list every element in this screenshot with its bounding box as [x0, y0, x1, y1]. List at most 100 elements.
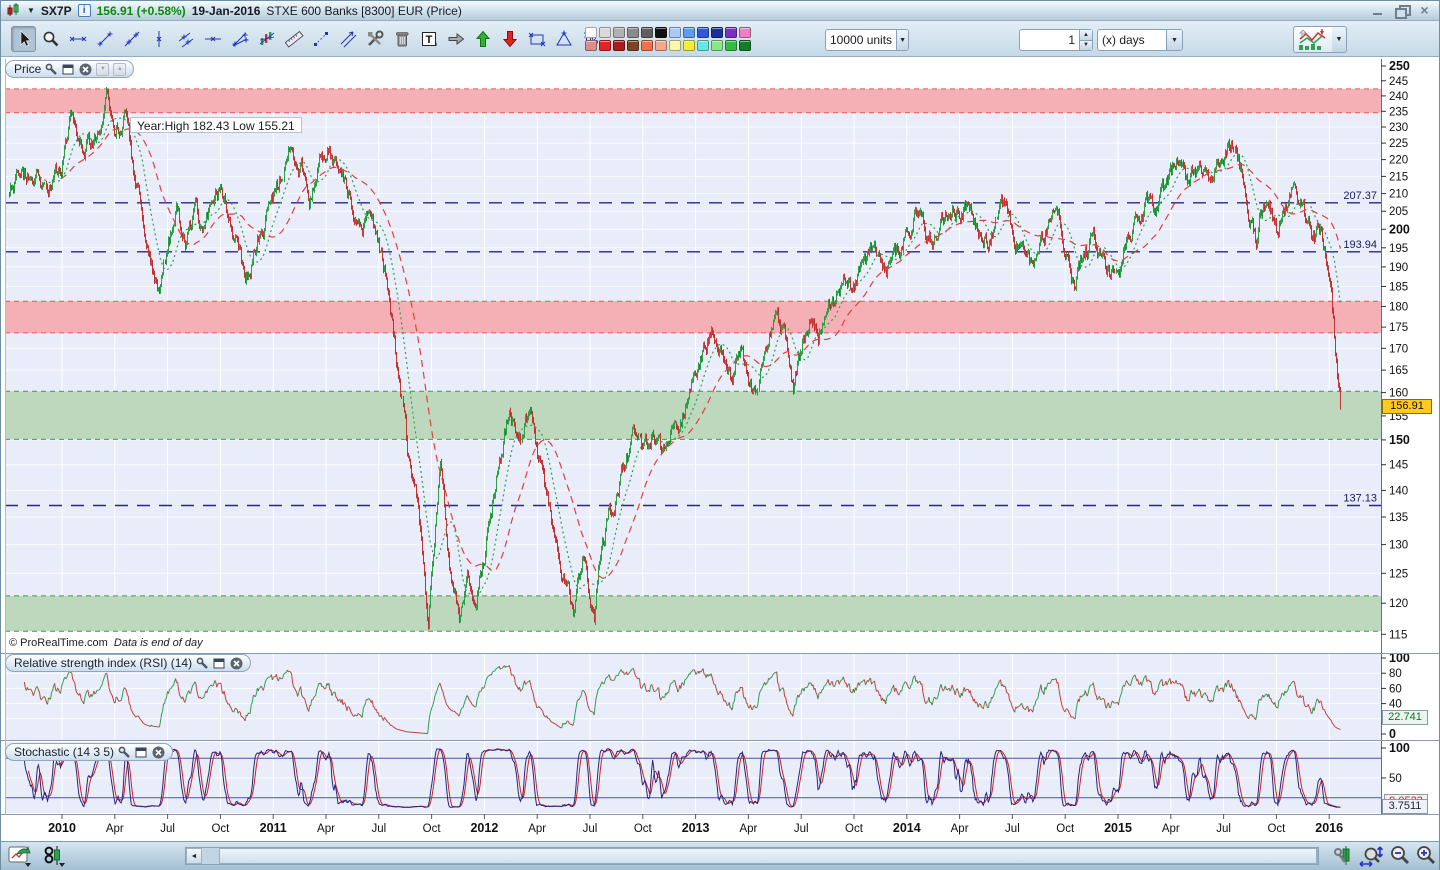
wrench-icon[interactable] — [45, 63, 58, 76]
minimize-icon[interactable] — [1372, 4, 1385, 17]
info-icon[interactable]: i — [77, 4, 91, 17]
color-swatch-aac8f8[interactable] — [669, 27, 681, 38]
interval-unit-dropdown-icon[interactable]: ▼ — [1166, 30, 1182, 50]
spin-up-icon[interactable]: ▲ — [1080, 30, 1092, 40]
close-icon[interactable]: × — [1420, 2, 1429, 18]
interval-unit-select[interactable]: (x) days ▼ — [1097, 29, 1183, 51]
points-icon — [313, 32, 328, 46]
close-panel-icon[interactable] — [230, 657, 243, 670]
zoom-range-button[interactable] — [1359, 844, 1385, 868]
tool-points[interactable] — [308, 26, 333, 52]
zoom-out-button[interactable] — [1387, 844, 1413, 868]
new-chart-window-icon — [8, 845, 31, 867]
wrench-icon[interactable] — [118, 746, 131, 759]
tool-channel[interactable] — [173, 26, 198, 52]
interval-spinner: ▲ ▼ — [1079, 30, 1092, 50]
restore-icon[interactable] — [1395, 4, 1411, 19]
tool-fan-lines[interactable] — [227, 26, 252, 52]
chart-scrollbar[interactable]: ◄ ► — [185, 847, 1319, 865]
tool-line[interactable] — [119, 26, 144, 52]
linked-instrument-button[interactable] — [41, 844, 67, 868]
color-swatch-5e9bf2[interactable] — [683, 27, 695, 38]
color-swatch-d9d9d9[interactable] — [599, 27, 611, 38]
wrench-icon[interactable] — [196, 657, 209, 670]
color-swatch-33bb44[interactable] — [725, 40, 737, 51]
rsi-panel-header[interactable]: Relative strength index (RSI) (14) — [5, 654, 252, 672]
tool-segment[interactable] — [92, 26, 117, 52]
tool-triangle[interactable] — [551, 26, 576, 52]
interval-stepper[interactable]: 1 ▲ ▼ — [1019, 29, 1093, 51]
chart-type-button[interactable] — [1293, 26, 1333, 53]
chart-type-dropdown-icon[interactable]: ▼ — [1332, 26, 1347, 53]
chart-canvas[interactable]: 207.37 193.94 137.13 2010 Apr Jul Oct 2011 Apr J… — [1, 57, 1439, 841]
svg-text:2013: 2013 — [682, 821, 710, 835]
color-swatch-e82222[interactable] — [599, 40, 611, 51]
tool-arrow-up[interactable] — [470, 26, 495, 52]
color-swatch-f2ee33[interactable] — [683, 40, 695, 51]
color-swatch-dd8c8c[interactable] — [585, 40, 597, 51]
color-swatch-f8f8a8[interactable] — [669, 40, 681, 51]
svg-text:2016: 2016 — [1315, 821, 1343, 835]
color-swatch-111111[interactable] — [655, 27, 667, 38]
svg-text:Jul: Jul — [371, 823, 386, 835]
chart-settings-button[interactable] — [1331, 844, 1357, 868]
color-swatch-a81c1c[interactable] — [613, 40, 625, 51]
trash-icon — [395, 32, 408, 47]
color-swatch-5f5f5f[interactable] — [641, 27, 653, 38]
close-panel-icon[interactable] — [79, 63, 92, 76]
tool-parallel-line[interactable] — [335, 26, 360, 52]
units-dropdown-icon[interactable]: ▼ — [896, 30, 908, 50]
tool-arrow-right[interactable] — [443, 26, 468, 52]
color-swatch-8a8a8a[interactable] — [627, 27, 639, 38]
move-panel-up-icon[interactable]: ▲ — [113, 62, 127, 76]
svg-text:190: 190 — [1389, 262, 1408, 274]
color-swatch-f5a888[interactable] — [655, 40, 667, 51]
channel-icon — [178, 32, 193, 48]
tool-rectangle[interactable] — [524, 26, 549, 52]
scroll-left-icon[interactable]: ◄ — [186, 848, 202, 864]
stochastic-panel-header[interactable]: Stochastic (14 3 5) — [5, 743, 174, 761]
zoom-in-button[interactable] — [1413, 844, 1439, 868]
price-panel-header[interactable]: Price ▼ ▲ — [5, 60, 135, 78]
color-swatch-ffffff[interactable] — [585, 27, 597, 38]
tool-cursor[interactable] — [11, 26, 36, 52]
color-swatch-157a2a[interactable] — [739, 40, 751, 51]
color-swatch-7a4522[interactable] — [627, 40, 639, 51]
spin-down-icon[interactable]: ▼ — [1080, 39, 1092, 50]
close-panel-icon[interactable] — [152, 746, 165, 759]
color-swatch-b0b0b0[interactable] — [613, 27, 625, 38]
scrollbar-track[interactable] — [202, 848, 1317, 864]
color-swatch-7a2fc4[interactable] — [725, 27, 737, 38]
svg-text:Apr: Apr — [739, 823, 757, 835]
color-swatch-66e8e0[interactable] — [697, 40, 709, 51]
color-swatch-f2714d[interactable] — [641, 40, 653, 51]
tool-zoom[interactable] — [38, 26, 63, 52]
scrollbar-thumb[interactable] — [219, 848, 1317, 864]
color-swatch-88e888[interactable] — [711, 40, 723, 51]
tool-trash[interactable] — [389, 26, 414, 52]
units-select[interactable]: 10000 units ▼ — [825, 29, 909, 51]
color-swatch-3356dd[interactable] — [697, 27, 709, 38]
svg-text:135: 135 — [1389, 512, 1408, 524]
window-icon[interactable] — [62, 63, 75, 76]
new-chart-window-button[interactable] — [7, 844, 33, 868]
tool-pattern-analysis[interactable] — [254, 26, 279, 52]
svg-text:Oct: Oct — [423, 823, 442, 835]
tool-horizontal-segment[interactable] — [65, 26, 90, 52]
window-icon[interactable] — [135, 746, 148, 759]
move-panel-down-icon[interactable]: ▼ — [96, 62, 110, 76]
svg-text:220: 220 — [1389, 155, 1408, 167]
svg-text:Jul: Jul — [583, 823, 598, 835]
chart-area: 207.37 193.94 137.13 2010 Apr Jul Oct 2011 Apr J… — [1, 57, 1439, 841]
tool-arrow-down[interactable] — [497, 26, 522, 52]
window-icon[interactable] — [213, 657, 226, 670]
tool-ruler[interactable] — [281, 26, 306, 52]
color-swatch-1b2f9e[interactable] — [711, 27, 723, 38]
color-swatch-f27fc4[interactable] — [739, 27, 751, 38]
tool-drawing-tools[interactable] — [362, 26, 387, 52]
pattern-analysis-icon — [259, 32, 274, 45]
symbol-dropdown-icon[interactable]: ▼ — [27, 6, 35, 15]
tool-text[interactable]: T — [416, 26, 441, 52]
tool-horizontal-line[interactable] — [200, 26, 225, 52]
tool-vertical-line[interactable] — [146, 26, 171, 52]
